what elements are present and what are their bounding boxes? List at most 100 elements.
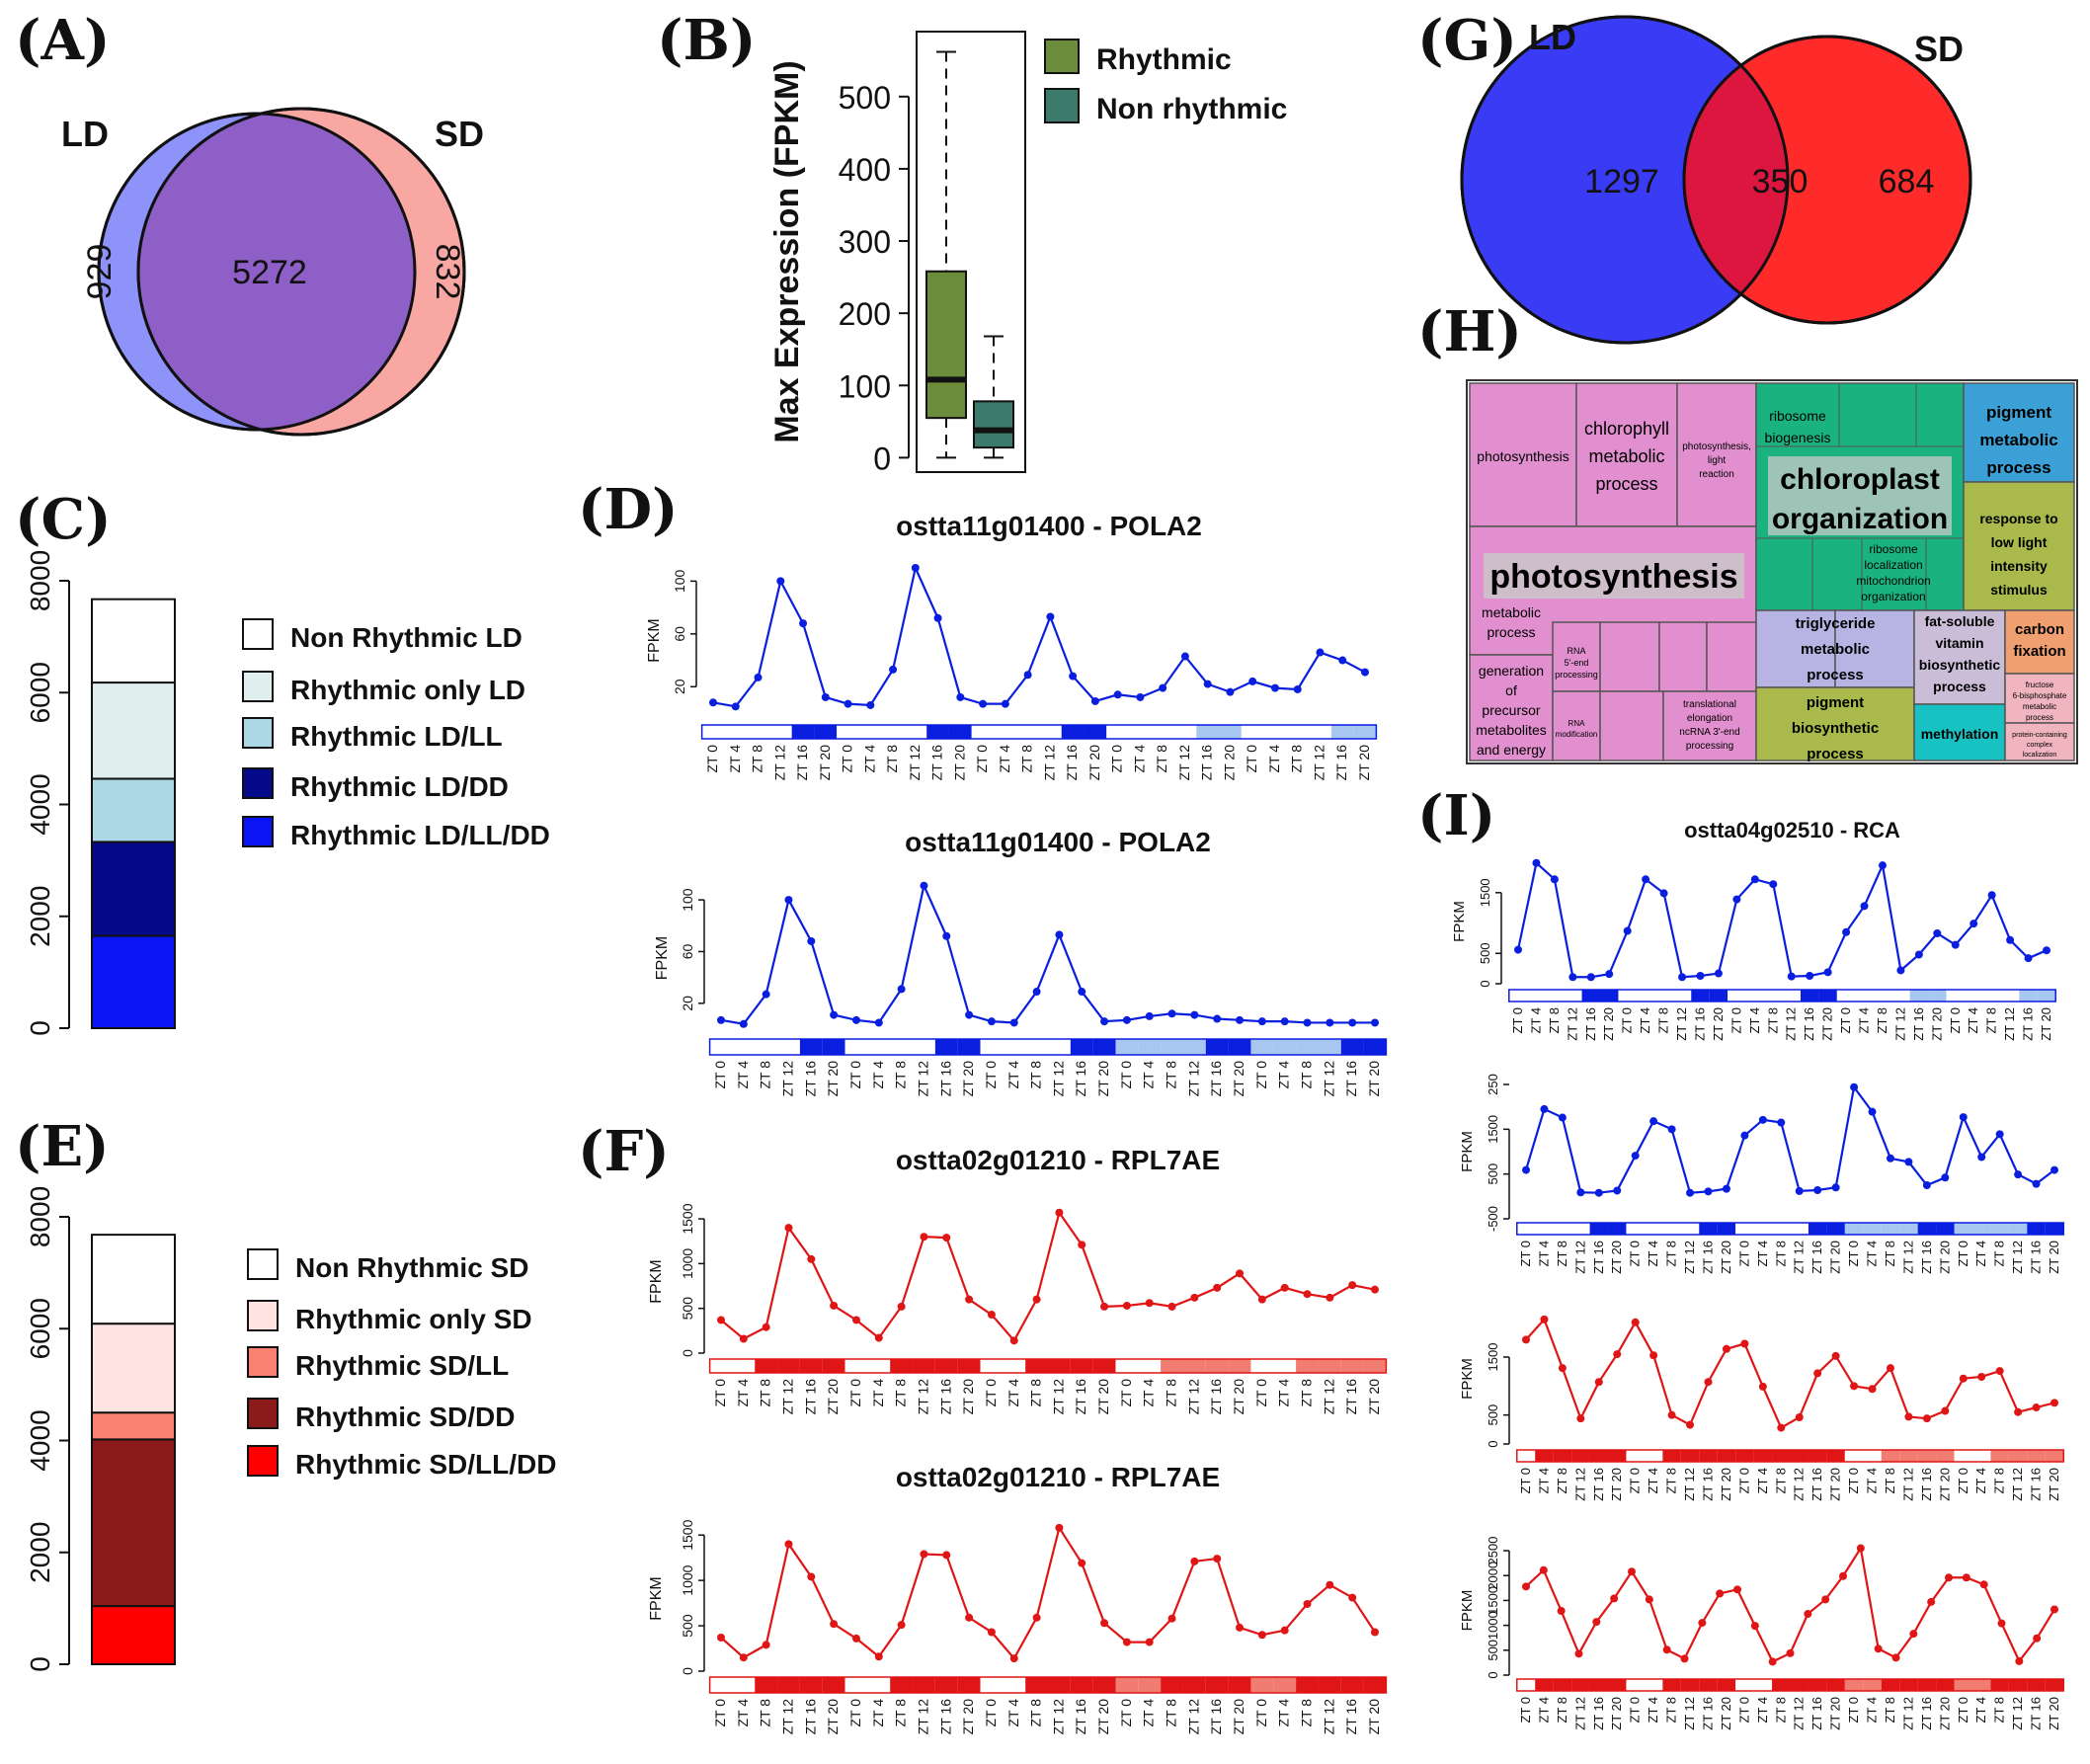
light-condition-segment [2045, 1679, 2064, 1691]
stacked-legend-swatch [247, 1300, 279, 1331]
line-chart-xtick-label: ZT 20 [1095, 1379, 1111, 1415]
line-chart-xtick-label: ZT 4 [1276, 1061, 1292, 1089]
line-chart-xtick-label: ZT 16 [1073, 1699, 1088, 1735]
line-chart-point [1758, 1382, 1767, 1391]
line-chart-point [1922, 1181, 1931, 1189]
light-condition-segment [1881, 1450, 1900, 1462]
line-chart-point [851, 1634, 860, 1643]
line-chart-point [897, 1302, 906, 1311]
line-chart-point [1032, 988, 1041, 997]
light-condition-segment [1553, 1223, 1572, 1235]
stacked-legend-swatch [247, 1445, 279, 1477]
tm-text-translational: translational elongation ncRNA 3'-end proce… [1679, 699, 1739, 752]
line-chart-point [1190, 1010, 1199, 1019]
light-condition-segment [1003, 1677, 1026, 1693]
stacked-legend-swatch [242, 671, 274, 702]
venn-g-left-count: 1297 [1584, 163, 1659, 200]
stacked-legend-label: Rhythmic SD/LL [295, 1350, 509, 1381]
line-chart-point [1732, 895, 1741, 904]
line-chart-xtick-label: ZT 16 [1809, 1468, 1824, 1501]
line-chart-series [712, 564, 1366, 708]
line-chart-ylabel: FPKM [1459, 1590, 1476, 1632]
line-chart-point [1558, 1364, 1567, 1373]
line-chart-xtick-label: ZT 12 [1572, 1697, 1587, 1730]
light-condition-segment [1863, 1450, 1882, 1462]
line-chart-xtick-label: ZT 16 [1919, 1468, 1934, 1501]
venn-g-right-label: SD [1914, 29, 1964, 69]
line-chart-point [1896, 966, 1905, 975]
light-condition-segment [1735, 1450, 1754, 1462]
light-condition-segment [1527, 990, 1546, 1002]
line-chart-point [1159, 683, 1167, 692]
light-condition-segment [1626, 1223, 1645, 1235]
line-chart-point [942, 1551, 951, 1560]
line-chart-ytick-label: 0 [680, 1349, 695, 1357]
venn-a-left-label: LD [61, 114, 109, 154]
light-condition-segment [1790, 1679, 1809, 1691]
light-condition-segment [1800, 990, 1819, 1002]
line-chart-xtick-label: ZT 4 [1865, 1697, 1880, 1724]
line-chart-xtick-label: ZT 8 [1773, 1697, 1788, 1724]
venn-a-overlap [138, 114, 415, 430]
line-chart-point [1995, 1367, 2004, 1376]
light-condition-segment [1709, 990, 1728, 1002]
light-condition-segment [934, 1039, 958, 1055]
line-chart-xtick-label: ZT 4 [1857, 1007, 1872, 1034]
light-condition-segment [1971, 1223, 1991, 1235]
line-chart-xtick-label: ZT 8 [1164, 1699, 1179, 1727]
light-condition-segment [755, 1039, 778, 1055]
light-condition-segment [881, 725, 905, 739]
line-chart-xtick-label: ZT 8 [1164, 1379, 1179, 1407]
stacked-ytick-label: 2000 [25, 886, 55, 947]
line-chart-point [1823, 968, 1832, 977]
light-condition-segment [1061, 725, 1085, 739]
line-chart-xtick-label: ZT 12 [907, 745, 923, 781]
light-condition-segment [1205, 1677, 1229, 1693]
line-chart-xtick-label: ZT 4 [1646, 1241, 1660, 1267]
light-condition-segment [747, 725, 769, 739]
line-chart-xtick-label: ZT 0 [1518, 1241, 1533, 1267]
line-chart-xtick-label: ZT 12 [1784, 1007, 1799, 1041]
light-condition-bar [708, 1038, 1388, 1056]
venn-g-right-count: 684 [1879, 163, 1935, 200]
line-chart-point [1078, 1559, 1086, 1567]
line-chart-point [1649, 1351, 1658, 1360]
line-chart-xtick-label: ZT 20 [825, 1061, 841, 1097]
light-condition-segment [1600, 990, 1619, 1002]
line-chart-point [1979, 1580, 1988, 1589]
light-condition-segment [1753, 1223, 1773, 1235]
line-chart-point [1213, 1555, 1222, 1564]
stacked-legend-label: Rhythmic SD/DD [295, 1402, 515, 1432]
light-condition-segment [1772, 1223, 1791, 1235]
line-chart-point [1777, 1423, 1786, 1432]
line-chart-xtick-label: ZT 16 [1911, 1007, 1926, 1041]
line-chart-xtick-label: ZT 0 [1736, 1241, 1751, 1267]
line-chart-point [1831, 1351, 1840, 1360]
line-chart-xtick-label: ZT 0 [983, 1379, 999, 1407]
line-chart-point [920, 1550, 928, 1559]
light-condition-segment [934, 1677, 958, 1693]
line-chart-point [1009, 1018, 1018, 1027]
line-chart-xtick-label: ZT 4 [735, 1699, 751, 1727]
line-chart-xtick-label: ZT 20 [1231, 1699, 1246, 1735]
light-condition-segment [1084, 725, 1107, 739]
line-chart-point [1100, 1017, 1109, 1026]
line-chart-xtick-label: ZT 20 [1221, 745, 1237, 781]
line-chart-xtick-label: ZT 12 [2010, 1241, 2025, 1274]
line-chart-xtick-label: ZT 8 [1656, 1007, 1671, 1034]
line-chart-point [1348, 1281, 1357, 1290]
line-chart-point [1758, 1115, 1767, 1124]
light-condition-segment [2037, 990, 2056, 1002]
line-chart-ytick-label: 2500 [1486, 1537, 1500, 1565]
line-chart-point [1145, 1011, 1154, 1020]
line-chart-point [1280, 1283, 1289, 1292]
line-chart-point [1868, 1385, 1877, 1394]
stacked-legend-label: Rhythmic only LD [290, 675, 525, 705]
line-chart-xtick-label: ZT 4 [1755, 1697, 1770, 1724]
line-chart-point [1371, 1628, 1379, 1637]
light-condition-segment [1881, 1223, 1900, 1235]
light-condition-segment [1662, 1679, 1681, 1691]
light-condition-segment [1672, 990, 1692, 1002]
line-chart-point [1698, 1619, 1707, 1628]
line-chart-xtick-label: ZT 16 [1208, 1699, 1224, 1735]
